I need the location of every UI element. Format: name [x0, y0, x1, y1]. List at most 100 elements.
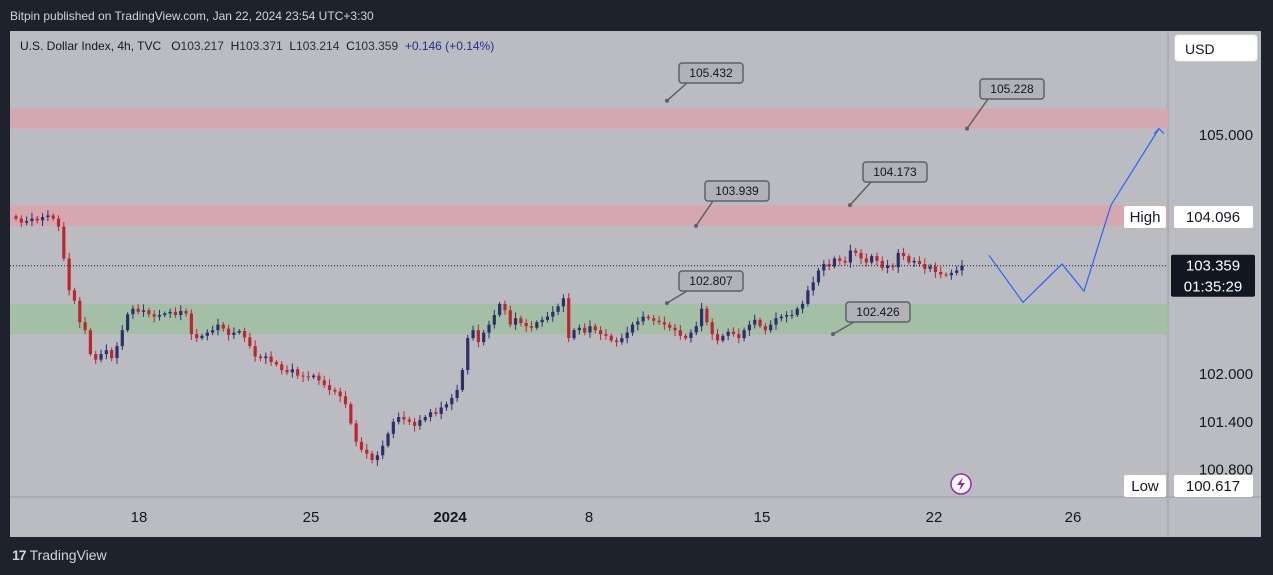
candle-body — [843, 260, 847, 263]
candle-body — [785, 315, 789, 317]
candle-body — [51, 215, 55, 219]
candle-body — [296, 369, 300, 376]
candle-body — [811, 282, 815, 291]
candle-body — [774, 318, 778, 325]
candle-body — [120, 330, 124, 347]
legend-symbol: U.S. Dollar Index, 4h, TVC — [20, 39, 162, 53]
candle-body — [30, 218, 34, 222]
candle-body — [428, 412, 433, 418]
legend-high-value: 103.371 — [239, 39, 283, 53]
x-tick-label: 25 — [303, 509, 320, 526]
callout-label: 103.939 — [715, 184, 759, 198]
candle-body — [753, 319, 757, 325]
candle-body — [226, 328, 231, 335]
callout-box — [979, 78, 1045, 100]
callout-box — [678, 62, 744, 84]
candle-body — [269, 356, 273, 363]
candle-body — [327, 385, 332, 390]
candle-body — [705, 308, 709, 323]
candle-body — [630, 324, 635, 333]
candle-body — [737, 334, 741, 339]
candle-body — [678, 330, 682, 336]
candle-body — [668, 324, 672, 328]
y-tick-label: 102.000 — [1199, 366, 1253, 383]
high-value-box — [1174, 206, 1253, 229]
y-tick-label: 105.000 — [1199, 127, 1253, 144]
candle-body — [232, 332, 236, 335]
candle-body — [917, 260, 922, 265]
candle-body — [136, 308, 140, 312]
callout-box — [678, 270, 744, 292]
candle-body — [933, 266, 938, 273]
candle-body — [312, 375, 316, 378]
candle-body — [487, 324, 491, 333]
candle-body — [912, 260, 916, 263]
publish-header: Bitpin published on TradingView.com, Jan… — [0, 0, 1273, 32]
candle-body — [391, 421, 395, 434]
candle-body — [769, 324, 773, 331]
candle-body — [636, 321, 640, 325]
chart-area[interactable]: 105.432 105.228 103.939 104.173 102.807 102.4… — [10, 31, 1261, 537]
candle-body — [854, 250, 858, 253]
candle-body — [115, 346, 119, 359]
high-value-label: 104.096 — [1186, 209, 1240, 226]
candle-body — [838, 258, 842, 261]
candle-body — [333, 389, 337, 392]
currency-button[interactable]: USD — [1174, 34, 1258, 62]
candle-body — [88, 330, 93, 355]
candle-body — [875, 256, 879, 261]
candle-body — [503, 303, 507, 311]
callout-box — [845, 301, 911, 323]
low-value-box — [1174, 475, 1253, 497]
candle-body — [397, 417, 401, 422]
candle-body — [418, 420, 422, 426]
candle-body — [290, 369, 294, 373]
candle-body — [593, 326, 597, 331]
callout-leader — [832, 321, 855, 335]
x-tick-label: 22 — [926, 509, 943, 526]
projection-arrowhead — [1153, 127, 1165, 135]
callout-label: 105.432 — [689, 66, 733, 80]
candle-body — [731, 331, 736, 335]
tradingview-logo[interactable]: 17 TradingView — [12, 547, 107, 563]
callout-leader — [849, 181, 872, 206]
tradingview-logo-text: TradingView — [29, 547, 107, 563]
candle-body — [152, 314, 156, 317]
candle-body — [529, 326, 534, 328]
candle-body — [141, 310, 146, 312]
candle-body — [870, 256, 874, 263]
candle-body — [758, 319, 762, 327]
callout-label: 102.807 — [689, 274, 733, 288]
candle-body — [439, 407, 443, 414]
callout-anchor-dot — [831, 332, 835, 337]
candle-body — [359, 441, 364, 450]
candle-body — [614, 340, 619, 343]
candle-body — [710, 322, 714, 335]
candle-body — [211, 330, 215, 333]
candle-body — [588, 326, 592, 333]
candle-body — [939, 272, 943, 275]
candle-body — [577, 327, 581, 331]
candle-body — [184, 311, 188, 314]
candle-body — [365, 449, 369, 454]
candle-body — [455, 389, 459, 398]
callout-anchor-dot — [965, 126, 969, 131]
legend-high-label: H — [230, 39, 240, 53]
candlestick-chart[interactable]: 105.432 105.228 103.939 104.173 102.807 102.4… — [10, 31, 1261, 537]
candle-body — [806, 290, 810, 304]
candle-body — [14, 216, 18, 219]
callout-leader — [695, 200, 714, 227]
candle-body — [99, 354, 103, 360]
candle-body — [460, 370, 465, 390]
candle-body — [434, 412, 438, 414]
high-marker-box — [1124, 206, 1166, 229]
legend-change: +0.146 (+0.14%) — [404, 39, 495, 53]
candle-body — [923, 264, 927, 269]
candle-body — [816, 270, 821, 283]
x-tick-label: 18 — [131, 509, 148, 526]
callout-anchor-dot — [665, 301, 669, 306]
x-tick-label: 15 — [754, 509, 771, 526]
candle-body — [524, 323, 528, 327]
candle-body — [301, 375, 305, 377]
candle-body — [498, 303, 502, 316]
